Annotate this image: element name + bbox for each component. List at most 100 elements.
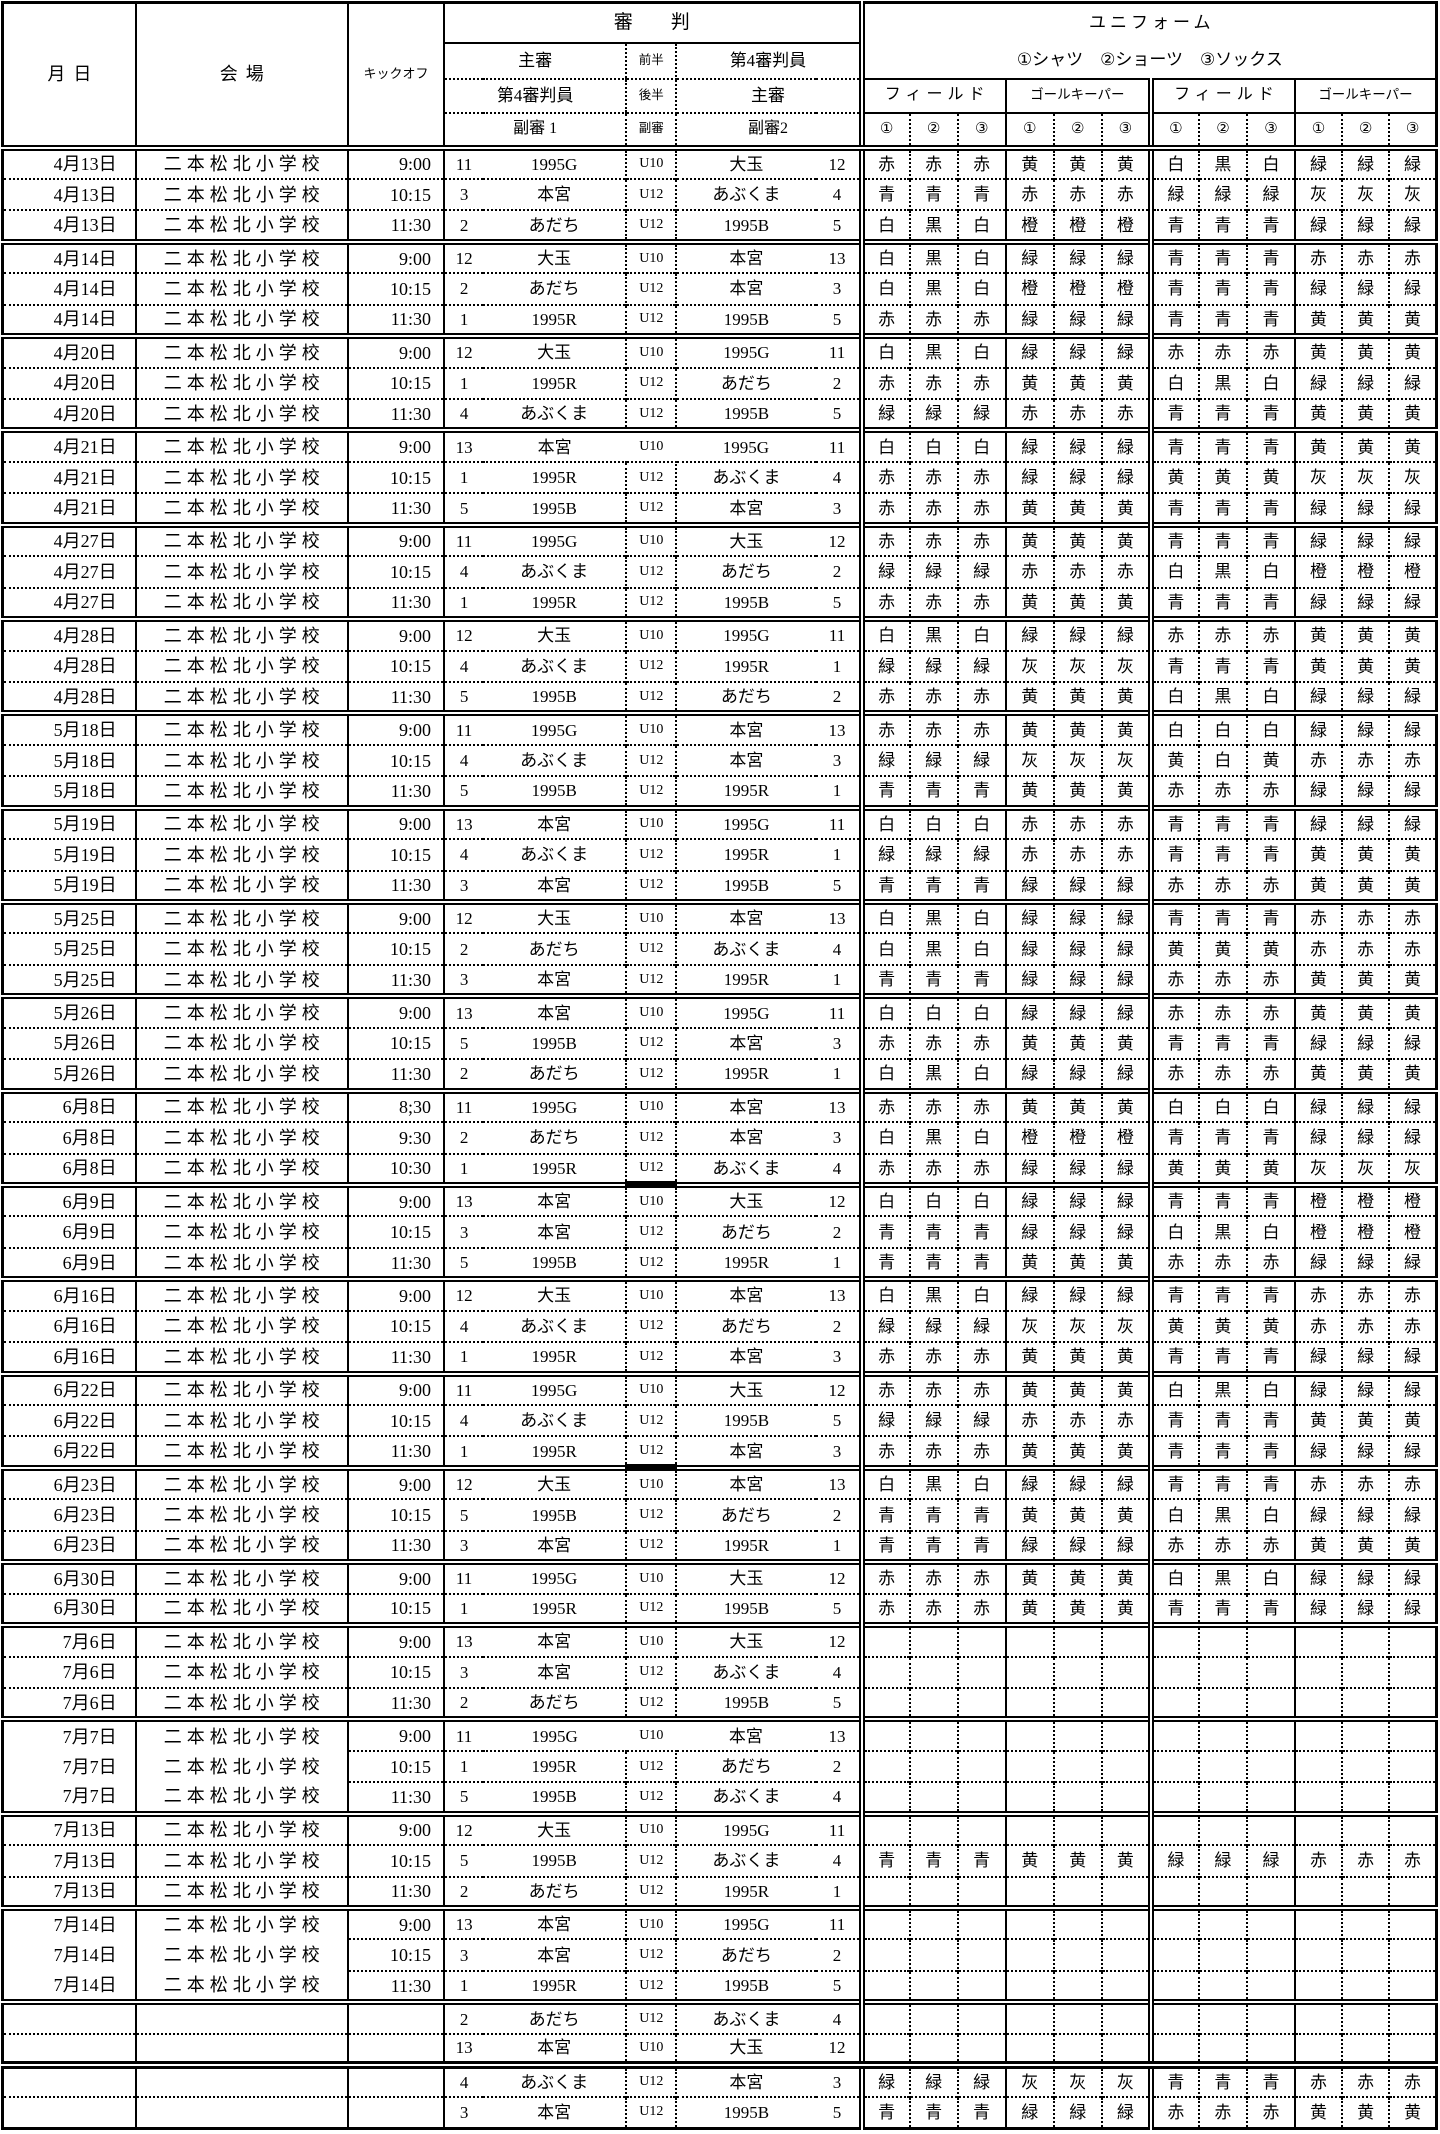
- uniform-color-cell: 橙: [1100, 209, 1151, 242]
- venue-cell: 二本松北小学校: [134, 649, 348, 682]
- uniform-color-cell: 赤: [858, 1026, 910, 1060]
- uniform-color-cell: 黄: [1341, 649, 1390, 682]
- uniform-color-cell: 黄: [1004, 710, 1054, 745]
- uniform-color-cell: 青: [956, 869, 1006, 902]
- date-cell: 4月27日: [2, 555, 136, 588]
- referee2-number-cell: 1: [815, 1058, 862, 1091]
- venue-cell: 二本松北小学校: [134, 1309, 348, 1343]
- half-cell: U10: [625, 710, 678, 745]
- referee2-name-cell: 本宮: [676, 1121, 816, 1154]
- uniform-color-cell: [1388, 1655, 1437, 1688]
- table-row: 4月28日 二本松北小学校 9:00 12 大玉 U10 1995G 11 白黒白緑緑緑赤赤赤黄…: [2, 616, 1437, 651]
- uniform-color-cell: 赤: [1052, 397, 1102, 431]
- uniform-color-cell: 青: [1245, 272, 1295, 305]
- uniform-color-cell: 緑: [1100, 993, 1151, 1028]
- uniform-color-cell: 赤: [908, 710, 958, 745]
- uniform-color-cell: 赤: [1147, 2095, 1199, 2129]
- date-cell: 6月9日: [2, 1181, 136, 1217]
- table-row: 5月18日 二本松北小学校 10:15 4 あぶくま U12 本宮 3 緑緑緑灰灰灰黄白黄赤赤赤: [2, 743, 1437, 777]
- uniform-color-cell: 赤: [956, 366, 1006, 399]
- table-row: 5月26日 二本松北小学校 10:15 5 1995B U12 本宮 3 赤赤赤黄黄黄青青青緑緑…: [2, 1026, 1437, 1060]
- half-cell: U12: [625, 1969, 678, 2003]
- uniform-color-cell: [908, 1686, 958, 1720]
- header-uniform-title: ユニフォーム: [858, 2, 1437, 43]
- venue-cell: 二本松北小学校: [134, 993, 348, 1028]
- uniform-color-cell: 黒: [908, 1058, 958, 1091]
- referee2-number-cell: 2: [815, 1749, 862, 1783]
- uniform-color-cell: 赤: [1147, 993, 1199, 1028]
- table-row: 4月14日 二本松北小学校 10:15 2 あだち U12 本宮 3 白黒白橙橙橙青青青緑緑緑: [2, 272, 1437, 305]
- uniform-color-cell: 白: [956, 1058, 1006, 1091]
- referee2-name-cell: 1995R: [676, 963, 816, 997]
- uniform-color-cell: 緑: [1293, 1370, 1343, 1405]
- referee2-number-cell: 5: [815, 209, 862, 242]
- uniform-color-cell: 緑: [1293, 1559, 1343, 1594]
- referee2-name-cell: 1995B: [676, 1403, 816, 1437]
- venue-cell: 二本松北小学校: [134, 1970, 348, 2003]
- uniform-color-cell: 黄: [1341, 869, 1390, 902]
- referee1-number-cell: 12: [443, 1276, 484, 1311]
- uniform-color-cell: 緑: [1388, 144, 1437, 179]
- uniform-color-cell: 赤: [858, 521, 910, 557]
- kickoff-cell: 9:00: [346, 521, 446, 557]
- uniform-color-cell: 黄: [1245, 1309, 1295, 1343]
- uniform-color-cell: [1197, 1716, 1247, 1751]
- header-referee-first-half-right: 第4審判員: [676, 42, 862, 80]
- uniform-color-cell: [1004, 2032, 1054, 2066]
- kickoff-cell: 10:15: [346, 1844, 446, 1877]
- uniform-color-cell: 赤: [956, 1087, 1006, 1123]
- referee1-number-cell: 11: [443, 1559, 484, 1594]
- uniform-color-cell: 黄: [1004, 492, 1054, 525]
- referee2-number-cell: 13: [815, 898, 862, 934]
- uniform-color-cell: 黄: [1004, 144, 1054, 179]
- uniform-color-cell: 青: [1147, 272, 1199, 305]
- referee2-number-cell: 12: [815, 1181, 862, 1217]
- uniform-color-cell: 赤: [1147, 963, 1199, 997]
- uniform-color-cell: [1293, 1655, 1343, 1688]
- table-row: 4月13日 二本松北小学校 10:15 3 本宮 U12 あぶくま 4 青青青赤赤赤緑緑緑灰灰灰: [2, 177, 1437, 211]
- uniform-color-cell: 緑: [1388, 586, 1437, 620]
- uniform-color-cell: 緑: [1341, 804, 1390, 840]
- uniform-color-cell: 赤: [1100, 804, 1151, 840]
- uniform-color-cell: 緑: [1293, 1087, 1343, 1123]
- uniform-color-cell: [1245, 1810, 1295, 1846]
- venue-cell: 二本松北小学校: [134, 616, 348, 651]
- uniform-color-cell: [1100, 2032, 1151, 2066]
- uniform-color-cell: 青: [956, 1246, 1006, 1280]
- venue-cell: 二本松北小学校: [134, 743, 348, 777]
- uniform-color-cell: [1245, 1969, 1295, 2003]
- venue-cell: 二本松北小学校: [134, 1686, 348, 1720]
- half-cell: U12: [625, 1435, 678, 1472]
- header-row-1: 月日 会場 キックオフ 審 判 ユニフォーム: [3, 2, 1437, 148]
- uniform-color-cell: 黄: [1388, 427, 1437, 462]
- half-cell: U12: [625, 1246, 678, 1280]
- referee1-name-cell: 本宮: [483, 963, 627, 997]
- uniform-color-cell: 緑: [1004, 1181, 1054, 1217]
- referee1-number-cell: 13: [443, 993, 484, 1028]
- uniform-color-cell: [1100, 1810, 1151, 1846]
- header-referee-second-half-left: 第4審判員: [443, 78, 627, 114]
- venue-cell: 二本松北小学校: [134, 932, 348, 965]
- referee2-name-cell: 1995G: [676, 1810, 816, 1846]
- uniform-color-cell: 赤: [908, 1087, 958, 1123]
- referee1-name-cell: あだち: [483, 272, 627, 305]
- uniform-color-cell: 黄: [1197, 460, 1247, 494]
- uniform-color-cell: 白: [1147, 1559, 1199, 1594]
- uniform-color-cell: 赤: [1147, 775, 1199, 808]
- uniform-color-cell: 赤: [1197, 993, 1247, 1028]
- uniform-color-cell: [1197, 2032, 1247, 2066]
- uniform-color-cell: [1147, 1875, 1199, 1908]
- uniform-color-cell: 青: [1197, 238, 1247, 274]
- date-cell: 7月7日: [2, 1716, 136, 1751]
- date-cell: 6月23日: [2, 1464, 136, 1500]
- uniform-color-cell: [956, 1875, 1006, 1908]
- uniform-color-cell: [908, 1999, 958, 2034]
- venue-cell: 二本松北小学校: [134, 1026, 348, 1060]
- uniform-color-cell: 緑: [1293, 775, 1343, 808]
- referee2-number-cell: 3: [815, 743, 862, 777]
- referee1-number-cell: 3: [443, 1655, 484, 1688]
- uniform-color-cell: 緑: [908, 2061, 958, 2097]
- uniform-color-cell: 灰: [1004, 1309, 1054, 1343]
- uniform-color-cell: 赤: [858, 1152, 910, 1185]
- table-row: 5月26日 二本松北小学校 9:00 13 本宮 U10 1995G 11 白白白緑緑緑赤赤赤黄…: [2, 993, 1437, 1028]
